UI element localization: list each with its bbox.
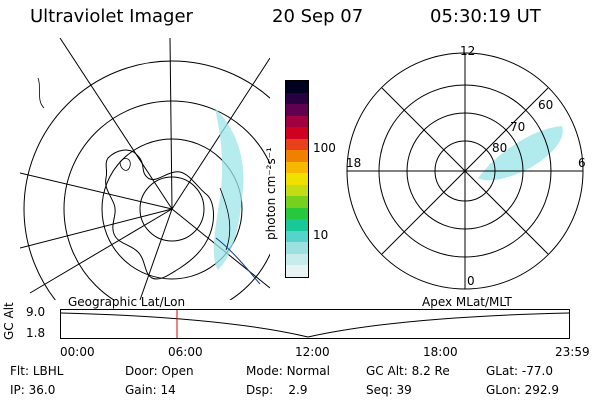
color-scale-step xyxy=(286,184,308,197)
magnetic-map-label: Apex MLat/MLT xyxy=(422,295,512,309)
mlt-label-6: 6 xyxy=(578,156,586,170)
timeline-ylabel: GC Alt xyxy=(2,302,16,340)
status-flt: Flt: LBHL xyxy=(10,364,64,378)
color-scale-bar xyxy=(285,80,309,278)
mlt-label-18: 18 xyxy=(346,156,362,170)
mlat-label-60: 60 xyxy=(538,98,554,112)
color-scale-step xyxy=(286,253,308,266)
status-mode: Mode: Normal xyxy=(246,364,330,378)
lat-circle xyxy=(63,100,270,300)
color-scale-step xyxy=(286,115,308,128)
lat-circle xyxy=(101,138,243,280)
color-scale-step xyxy=(286,196,308,208)
status-seq: Seq: 39 xyxy=(366,383,412,397)
time-tick: 18:00 xyxy=(423,345,458,359)
mlat-label-80: 80 xyxy=(492,141,508,155)
status-dsp: Dsp: 2.9 xyxy=(246,383,308,397)
magnetic-polar-plot xyxy=(346,52,584,290)
color-scale-step xyxy=(286,173,308,185)
color-scale-step xyxy=(286,219,308,231)
status-gc-alt: GC Alt: 8.2 Re xyxy=(366,364,450,378)
lat-circle xyxy=(23,60,270,300)
geographic-map-label: Geographic Lat/Lon xyxy=(68,295,186,309)
time-tick: 12:00 xyxy=(295,345,330,359)
color-scale-step xyxy=(286,265,308,277)
timeline-ytick-bottom: 1.8 xyxy=(26,326,46,340)
color-scale-step xyxy=(286,207,308,220)
status-ip: IP: 36.0 xyxy=(10,383,56,397)
instrument-title: Ultraviolet Imager xyxy=(30,6,193,27)
status-door: Door: Open xyxy=(125,364,194,378)
date-label: 20 Sep 07 xyxy=(272,6,364,27)
color-scale-step xyxy=(286,230,308,243)
mlat-label-70: 70 xyxy=(510,120,526,134)
time-tick: 06:00 xyxy=(168,345,203,359)
timeline-ytick-top: 9.0 xyxy=(26,305,46,319)
color-scale-step xyxy=(286,92,308,105)
color-tick-10: 10 xyxy=(313,228,329,242)
status-gain: Gain: 14 xyxy=(125,383,176,397)
mlt-label-12: 12 xyxy=(460,44,476,58)
time-tick: 23:59 xyxy=(555,345,590,359)
color-tick-100: 100 xyxy=(313,141,336,155)
mlt-label-0: 0 xyxy=(467,274,475,288)
time-label: 05:30:19 UT xyxy=(430,6,541,27)
color-scale-step xyxy=(286,104,308,116)
color-scale-step xyxy=(286,242,308,254)
geographic-map xyxy=(20,38,270,300)
color-scale-step xyxy=(286,138,308,151)
altitude-timeline xyxy=(60,309,570,339)
time-tick: 00:00 xyxy=(60,345,95,359)
status-glat: GLat: -77.0 xyxy=(486,364,553,378)
color-scale-step xyxy=(286,80,308,93)
color-scale-step xyxy=(286,150,308,162)
status-glon: GLon: 292.9 xyxy=(486,383,559,397)
color-scale-step xyxy=(286,161,308,174)
color-unit-label: photon cm⁻²s⁻¹ xyxy=(264,147,278,240)
color-scale-step xyxy=(286,127,308,139)
